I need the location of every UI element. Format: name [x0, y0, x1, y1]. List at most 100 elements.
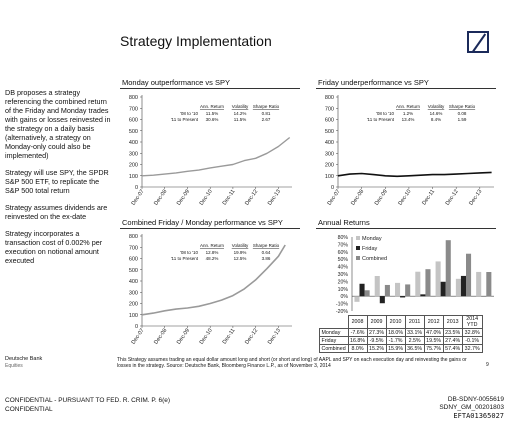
table-cell: 15.2%	[366, 344, 387, 353]
x-tick-label: Dec-08	[153, 328, 168, 346]
y-tick-label: 800	[129, 95, 138, 101]
stats-value: 1.59	[458, 117, 467, 122]
legend-label: Monday	[362, 236, 382, 242]
divider	[316, 88, 496, 89]
sidebar-paragraph: DB proposes a strategy referencing the c…	[5, 88, 111, 160]
stats-value: 13.4%	[402, 117, 415, 122]
y-tick-label: 600	[129, 257, 138, 263]
table-cell: 8.0%	[347, 344, 368, 353]
y-tick-label: 20%	[338, 279, 349, 285]
y-tick-label: 100	[325, 174, 334, 180]
y-tick-label: 400	[325, 140, 334, 146]
x-tick-label: Dec-12	[244, 328, 259, 346]
stats-header: Volatility	[232, 104, 249, 109]
bar	[400, 296, 406, 298]
table-cell: 27.4%	[442, 336, 463, 345]
stats-row-label: '11 to Present	[171, 117, 199, 122]
y-tick-label: 80%	[338, 235, 349, 241]
row-label: Friday	[319, 336, 349, 345]
y-tick-label: -20%	[336, 309, 348, 315]
stats-value: 0.81	[262, 111, 271, 116]
bates-id: SDNY_GM_00201803	[439, 404, 504, 411]
y-tick-label: 300	[129, 151, 138, 157]
x-tick-label: Dec-08	[153, 189, 168, 207]
x-tick-label: Dec-10	[397, 189, 412, 207]
bar	[435, 261, 441, 297]
footnote: This Strategy assumes trading an equal d…	[117, 357, 467, 369]
x-tick-label: Dec-11	[222, 328, 237, 346]
stats-value: 12.5%	[234, 256, 247, 261]
y-tick-label: 30%	[338, 272, 349, 278]
chart-title-friday: Friday underperformance vs SPY	[318, 78, 429, 87]
x-tick-label: Dec-07	[131, 189, 146, 207]
x-tick-label: Dec-07	[131, 328, 146, 346]
year-header: 2008	[347, 315, 368, 329]
table-row: Monday -7.6% 27.3% 18.0% 33.1% 47.0% 23.…	[319, 328, 483, 337]
stats-header: Ann. Return	[396, 104, 421, 109]
stats-value: 14.2%	[234, 111, 247, 116]
table-cell: 32.8%	[461, 328, 483, 337]
table-cell: -9.5%	[366, 336, 387, 345]
table-cell: -1.7%	[385, 336, 406, 345]
y-tick-label: 60%	[338, 250, 349, 256]
bar	[359, 283, 365, 297]
y-tick-label: 400	[129, 279, 138, 285]
stats-value: 19.9%	[234, 250, 247, 255]
bar	[460, 275, 467, 297]
x-tick-label: Dec-13	[468, 189, 483, 207]
y-tick-label: 40%	[338, 265, 349, 271]
bar	[455, 278, 461, 297]
confidential-label: CONFIDENTIAL	[5, 406, 53, 413]
sidebar-paragraph: Strategy assumes dividends are reinveste…	[5, 203, 108, 221]
x-tick-label: Dec-13	[267, 189, 282, 207]
y-tick-label: 600	[325, 118, 334, 124]
y-tick-label: 0	[331, 185, 334, 191]
row-label: Combined	[319, 344, 349, 353]
y-tick-label: 700	[325, 106, 334, 112]
y-tick-label: 300	[325, 151, 334, 157]
page-number: 9	[486, 362, 489, 368]
table-row: Friday 16.8% -9.5% -1.7% 2.5% 19.5% 27.4…	[319, 336, 483, 345]
y-tick-label: 200	[129, 302, 138, 308]
y-tick-label: 600	[129, 118, 138, 124]
bar	[405, 284, 411, 297]
bar	[384, 284, 390, 297]
table-cell: 33.1%	[404, 328, 425, 337]
x-tick-label: Dec-08	[350, 189, 365, 207]
x-tick-label: Dec-07	[327, 189, 342, 207]
stats-value: 30.6%	[206, 117, 219, 122]
y-tick-label: -10%	[336, 302, 348, 308]
chart-title-annual: Annual Returns	[318, 218, 370, 227]
bar	[445, 240, 451, 297]
y-tick-label: 800	[325, 95, 334, 101]
year-header: 2011	[404, 315, 425, 329]
year-header: 2013	[442, 315, 463, 329]
x-tick-label: Dec-09	[176, 189, 191, 207]
table-cell: 15.9%	[385, 344, 406, 353]
table-cell: 57.4%	[442, 344, 463, 353]
bar	[476, 271, 482, 297]
y-tick-label: 0	[135, 185, 138, 191]
sidebar-text: DB proposes a strategy referencing the c…	[5, 88, 113, 273]
y-tick-label: 200	[129, 163, 138, 169]
x-tick-label: Dec-10	[199, 189, 214, 207]
sidebar-paragraph: Strategy incorporates a transaction cost…	[5, 229, 103, 265]
x-tick-label: Dec-09	[176, 328, 191, 346]
table-cell: 19.5%	[423, 336, 444, 345]
bar	[440, 281, 446, 297]
bar	[395, 282, 401, 297]
y-tick-label: 400	[129, 140, 138, 146]
stats-row-label: '08 to '10	[376, 111, 394, 116]
bar	[466, 253, 472, 297]
table-cell: -7.6%	[347, 328, 368, 337]
y-tick-label: 700	[129, 245, 138, 251]
stats-value: 11.5%	[206, 111, 218, 116]
annual-returns-bar-chart: 80%70% 60%50% 40%30%20% 10%0% -10%-20% Monday…	[336, 235, 494, 315]
footer-division: Equities	[5, 363, 23, 369]
x-tick-label: Dec-12	[445, 189, 460, 207]
x-tick-label: Dec-11	[421, 189, 436, 207]
divider	[120, 228, 300, 229]
bar	[374, 275, 380, 297]
stats-header: Sharpe Ratio	[253, 104, 280, 109]
